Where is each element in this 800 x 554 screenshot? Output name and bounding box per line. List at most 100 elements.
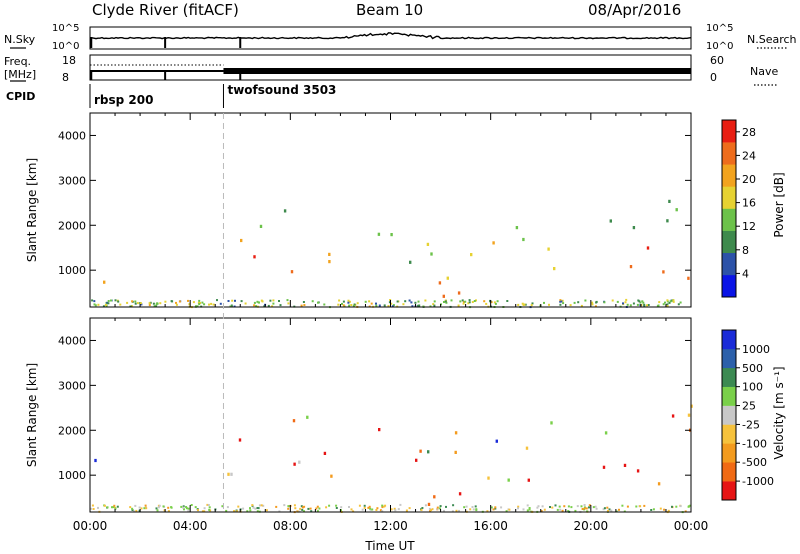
scatter-cell [352, 510, 355, 513]
scatter-cell [206, 503, 209, 506]
scatter-cell [670, 299, 673, 302]
scatter-cell [602, 465, 606, 469]
freq-marks [90, 64, 691, 80]
scatter-cell [107, 300, 110, 302]
scatter-cell [558, 505, 561, 508]
scatter-cell [410, 301, 413, 304]
scatter-cell [672, 300, 675, 303]
scatter-cell [167, 510, 170, 513]
scatter-cell [348, 300, 351, 303]
scatter-cell [623, 463, 627, 467]
scatter-cell [451, 510, 454, 513]
scatter-cell [126, 301, 129, 304]
power-colorbar-segment [722, 164, 736, 187]
scatter-cell [316, 510, 319, 513]
scatter-cell [131, 509, 134, 511]
scatter-cell [251, 504, 254, 507]
scatter-cell [119, 303, 122, 306]
scatter-cell [468, 299, 471, 302]
scatter-cell [595, 507, 598, 510]
scatter-cell [626, 505, 629, 508]
scatter-cell [153, 305, 156, 308]
scatter-cell [457, 304, 460, 307]
scatter-cell [201, 510, 204, 513]
scatter-cell [638, 300, 641, 303]
scatter-cell [540, 510, 543, 513]
scatter-cell [567, 505, 570, 508]
scatter-cell [230, 304, 233, 307]
scatter-cell [467, 302, 470, 305]
scatter-cell [636, 469, 640, 473]
x-tick-label: 08:00 [273, 519, 308, 533]
scatter-cell [668, 199, 671, 203]
scatter-cell [429, 305, 432, 308]
scatter-cell [562, 302, 565, 305]
velocity-colorbar-tick-label: 25 [742, 400, 756, 413]
scatter-cell [411, 305, 414, 308]
scatter-cell [525, 446, 529, 450]
power-colorbar-tick-label: 16 [742, 197, 756, 210]
scatter-cell [375, 509, 378, 511]
scatter-cell [356, 302, 359, 305]
power-panel: 1000 2000 3000 4000 Slant Range [km] 4 8 12 16… [25, 112, 786, 309]
velocity-colorbar-segment [722, 330, 736, 350]
scatter-cell [443, 509, 445, 512]
scatter-cell [671, 505, 673, 508]
scatter-cell [145, 507, 148, 510]
scatter-cell [157, 506, 160, 509]
scatter-cell [342, 300, 345, 303]
scatter-cell [522, 508, 525, 511]
scatter-cell [278, 300, 280, 302]
scatter-cell [185, 507, 188, 510]
scatter-cell [97, 506, 99, 509]
scatter-cell [548, 303, 550, 306]
scatter-cell [632, 226, 636, 230]
scatter-cell [368, 505, 371, 508]
scatter-cell [426, 242, 430, 246]
scatter-cell [196, 305, 199, 308]
scatter-cell [583, 507, 586, 510]
nave-label: Nave [750, 65, 778, 78]
scatter-cell [626, 303, 629, 306]
scatter-cell [140, 303, 143, 306]
scatter-cell [528, 507, 531, 509]
scatter-cell [487, 476, 490, 480]
scatter-cell [474, 505, 477, 508]
scatter-cell [444, 300, 447, 303]
scatter-cell [307, 507, 310, 510]
scatter-cell [591, 303, 594, 306]
scatter-cell [190, 504, 193, 506]
scatter-cell [462, 301, 465, 303]
scatter-cell [543, 301, 545, 304]
scatter-cell [255, 305, 258, 308]
scatter-cell [244, 302, 247, 305]
scatter-cell [311, 300, 314, 303]
scatter-cell [494, 506, 497, 509]
velocity-colorbar-tick-label: 100 [742, 381, 763, 394]
scatter-cell [347, 299, 350, 302]
power-scatter [91, 199, 690, 309]
scatter-cell [303, 304, 306, 306]
scatter-cell [390, 508, 393, 511]
scatter-cell [419, 449, 422, 453]
scatter-cell [543, 508, 546, 511]
scatter-cell [667, 509, 670, 512]
scatter-cell [347, 301, 350, 304]
scatter-cell [494, 302, 497, 305]
x-tick-label: 20:00 [574, 519, 609, 533]
scatter-cell [436, 506, 439, 509]
scatter-cell [475, 508, 478, 511]
scatter-cell [156, 302, 159, 305]
scatter-cell [675, 208, 678, 212]
scatter-cell [198, 299, 201, 302]
velocity-colorbar-tick-label: -100 [742, 437, 767, 450]
velocity-colorbar-tick-label: -1000 [742, 475, 774, 488]
scatter-cell [293, 504, 296, 507]
scatter-cell [138, 506, 141, 509]
beam-title: Beam 10 [356, 1, 423, 19]
scatter-cell [505, 510, 508, 513]
scatter-cell [492, 508, 495, 511]
scatter-cell [657, 482, 661, 486]
nsearch-tick-low: 10^0 [706, 41, 733, 52]
scatter-cell [303, 505, 306, 508]
